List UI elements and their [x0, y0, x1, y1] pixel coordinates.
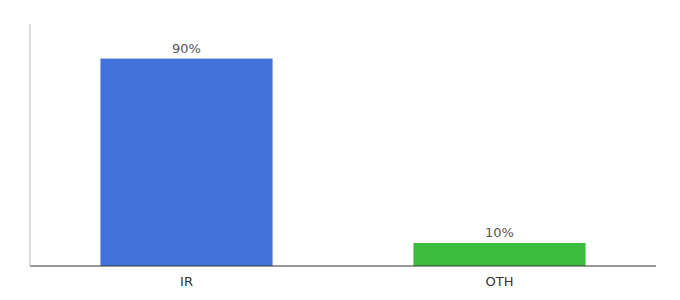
chart: 90% 10% IR OTH	[0, 0, 680, 300]
data-label: 10%	[485, 225, 514, 240]
bar	[413, 243, 585, 266]
bar	[100, 59, 272, 266]
bars	[100, 59, 585, 266]
x-axis-line	[30, 266, 656, 267]
chart-container: 90% 10% IR OTH	[0, 0, 680, 300]
y-axis-line	[30, 24, 31, 266]
x-tick-label: IR	[180, 274, 193, 289]
data-label: 90%	[172, 41, 201, 56]
x-tick-label: OTH	[486, 274, 514, 289]
